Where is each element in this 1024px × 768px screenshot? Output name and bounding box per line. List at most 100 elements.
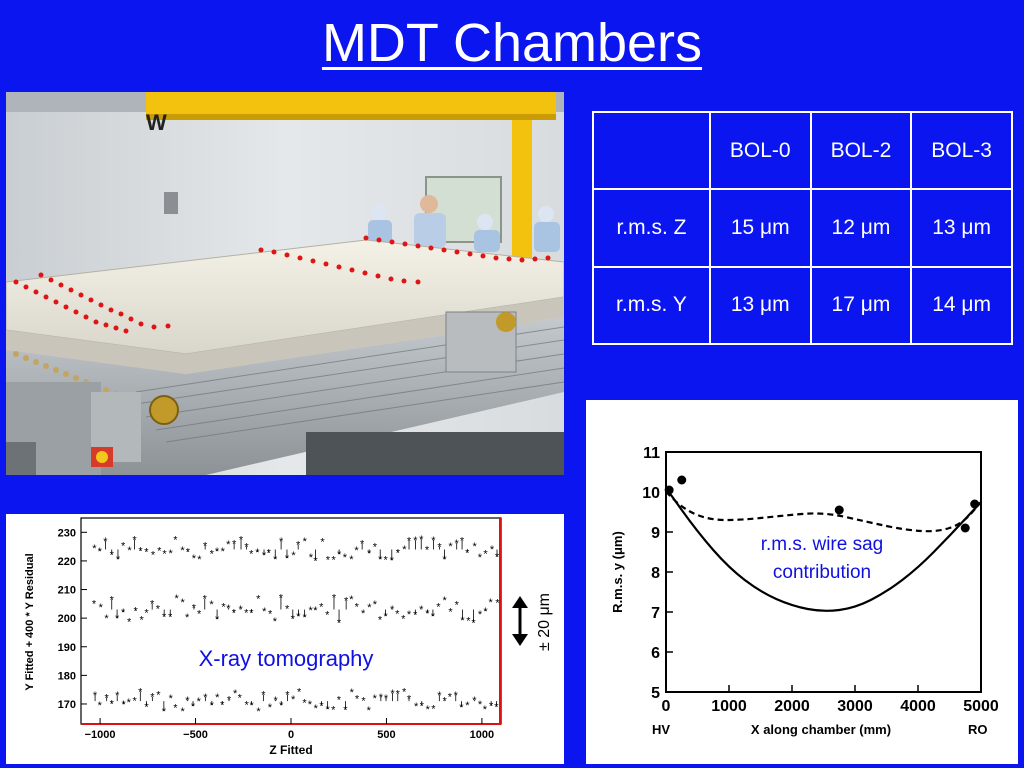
data-point: * — [465, 700, 470, 712]
annotation-line-1: r.m.s. wire sag — [761, 534, 883, 555]
data-point: * — [396, 547, 401, 559]
data-point: * — [431, 535, 436, 547]
tolerance-label: ± 20 μm — [536, 593, 553, 651]
data-point: * — [197, 608, 202, 620]
data-point: * — [185, 612, 190, 624]
data-point: * — [279, 536, 284, 548]
data-point: * — [326, 555, 331, 567]
data-point: * — [169, 693, 174, 705]
data-point — [970, 499, 980, 509]
data-point: * — [373, 693, 378, 705]
data-point: * — [140, 615, 145, 627]
data-point: * — [420, 701, 425, 713]
data-point: * — [173, 535, 178, 547]
y-tick-label: 230 — [58, 527, 76, 539]
data-point: * — [203, 692, 208, 704]
table-row: r.m.s. Z 15 μm 12 μm 13 μm — [592, 188, 1013, 268]
data-point: * — [407, 609, 412, 621]
data-point: * — [215, 614, 220, 626]
data-point: * — [325, 704, 330, 716]
data-point: * — [442, 695, 447, 707]
table-header-row: BOL-0 BOL-2 BOL-3 — [592, 110, 1013, 191]
data-point: * — [378, 554, 383, 566]
data-point: * — [442, 554, 447, 566]
data-point: * — [138, 687, 143, 699]
data-point: * — [343, 705, 348, 717]
data-point: * — [98, 700, 103, 712]
x-tick-label: 1000 — [470, 729, 494, 741]
data-point: * — [93, 690, 98, 702]
data-point: * — [127, 697, 132, 709]
data-point: * — [180, 597, 185, 609]
data-point: * — [390, 688, 395, 700]
data-point: * — [168, 612, 173, 624]
data-point: * — [361, 608, 366, 620]
data-point: * — [203, 540, 208, 552]
data-point: * — [319, 601, 324, 613]
y-tick-label: 8 — [651, 565, 660, 582]
data-point: * — [98, 546, 103, 558]
data-point: * — [226, 539, 231, 551]
data-point: * — [105, 692, 110, 704]
data-point: * — [185, 695, 190, 707]
data-point: * — [203, 594, 208, 606]
data-point: * — [302, 697, 307, 709]
y-axis-label: Y Fitted + 400 * Y Residual — [24, 553, 36, 690]
photo-letter: W — [146, 110, 167, 135]
data-point: * — [279, 592, 284, 604]
data-point: * — [471, 617, 476, 629]
x-tick-label: −500 — [183, 729, 208, 741]
data-point: * — [314, 703, 319, 715]
data-point: * — [478, 609, 483, 621]
data-point: * — [197, 696, 202, 708]
data-point: * — [110, 549, 115, 561]
data-point: * — [413, 535, 418, 547]
data-point: * — [132, 534, 137, 546]
data-point: * — [210, 548, 215, 560]
data-point: * — [156, 689, 161, 701]
data-point — [960, 523, 970, 533]
data-point: * — [355, 693, 360, 705]
data-point: * — [180, 545, 185, 557]
data-point: * — [379, 692, 384, 704]
data-point: * — [220, 700, 225, 712]
data-point: * — [291, 694, 296, 706]
data-point: * — [337, 549, 342, 561]
data-point: * — [383, 554, 388, 566]
data-point: * — [436, 602, 441, 614]
x-axis-label: X along chamber (mm) — [751, 722, 891, 737]
data-point: * — [262, 606, 267, 618]
data-point: * — [215, 692, 220, 704]
data-point: * — [175, 593, 180, 605]
data-point: * — [232, 538, 237, 550]
data-point: * — [483, 606, 488, 618]
data-point: * — [448, 541, 453, 553]
row-label: r.m.s. Z — [592, 188, 711, 268]
table-row: r.m.s. Y 13 μm 17 μm 14 μm — [592, 265, 1013, 346]
data-point: * — [256, 706, 261, 718]
x-tick-label: −1000 — [85, 729, 116, 741]
data-point: * — [144, 546, 149, 558]
data-point: * — [337, 617, 342, 629]
data-point: * — [466, 616, 471, 628]
y-axis-label: R.m.s. y (μm) — [610, 531, 625, 613]
data-point: * — [261, 690, 266, 702]
data-point: * — [249, 608, 254, 620]
table-cell: 13 μm — [708, 265, 812, 346]
data-point: * — [121, 607, 126, 619]
data-point: * — [349, 594, 354, 606]
data-point: * — [437, 690, 442, 702]
double-arrow-icon — [512, 596, 528, 646]
data-point: * — [244, 699, 249, 711]
data-point — [664, 485, 674, 495]
data-point: * — [103, 536, 108, 548]
data-point: * — [401, 614, 406, 626]
data-point: * — [296, 540, 301, 552]
table-cell — [592, 110, 711, 191]
data-point: * — [256, 594, 261, 606]
data-point: * — [162, 548, 167, 560]
xray-residual-plot: −1000 −500 0 500 1000 170 180 190 200 210 220 230 *… — [6, 514, 564, 764]
data-point: * — [313, 605, 318, 617]
data-point: * — [395, 608, 400, 620]
data-point: * — [121, 541, 126, 553]
